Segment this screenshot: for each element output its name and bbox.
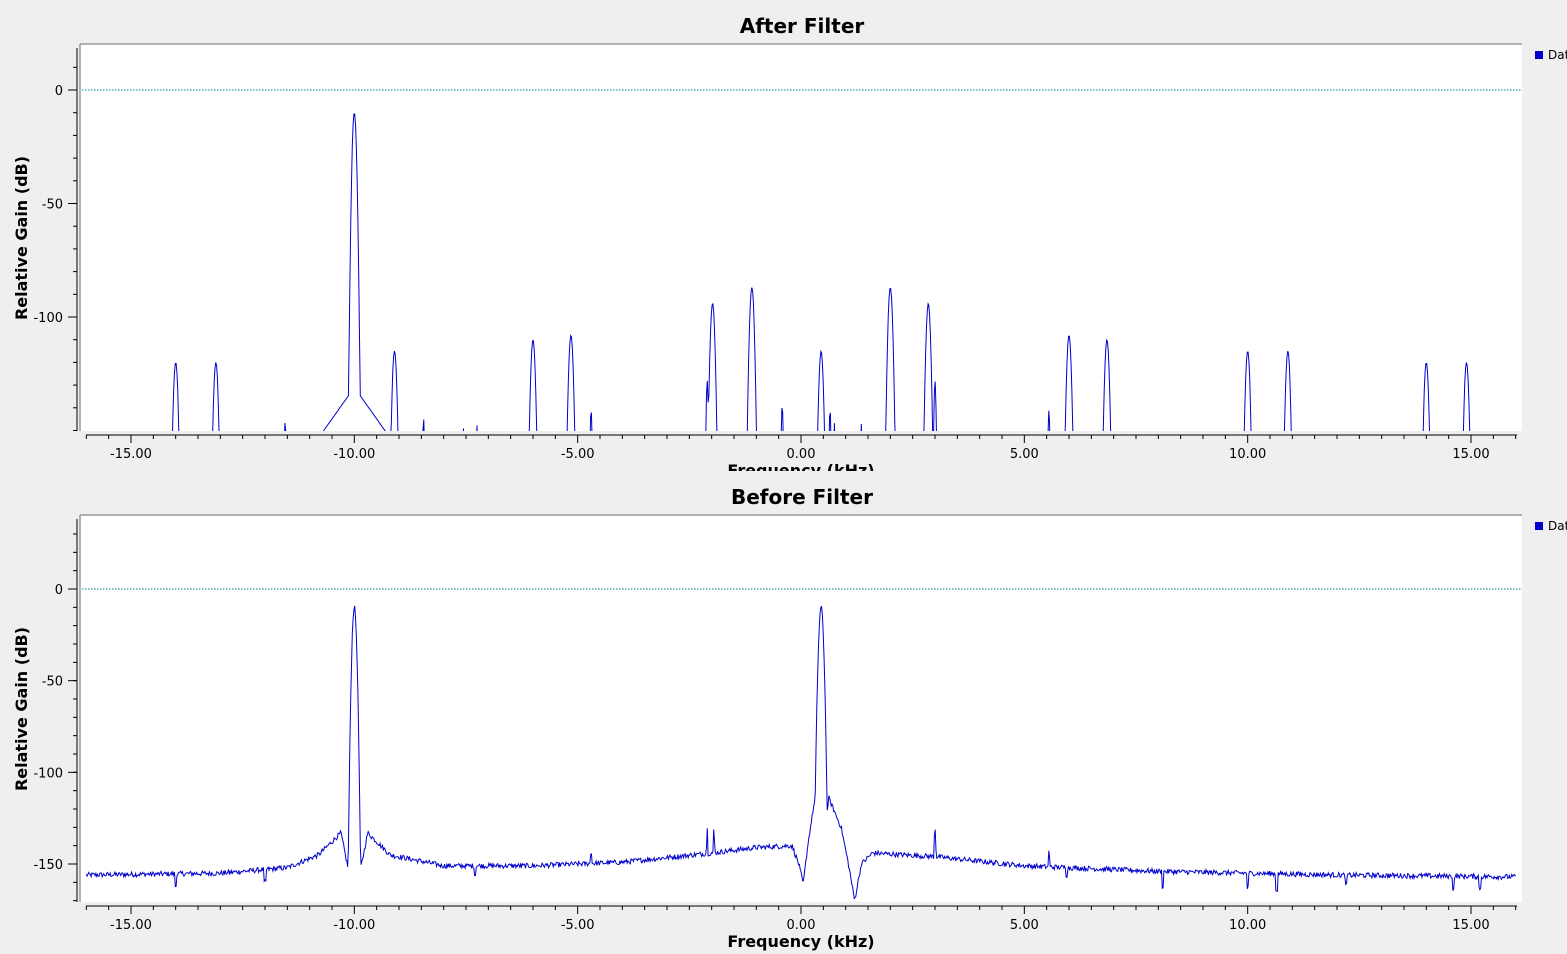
y-tick-label: -100	[33, 766, 63, 781]
series-line	[172, 113, 1471, 431]
before-filter-panel: Before Filter 0 -50 -100 -150 -15.00 -10.00-…	[0, 471, 1567, 954]
x-tick-label: -15.00	[110, 918, 152, 933]
y-axis: 0 -50 -100	[33, 48, 78, 431]
x-tick-label: 10.00	[1229, 918, 1266, 933]
x-tick-label: -10.00	[333, 447, 375, 462]
legend-swatch	[1535, 51, 1543, 59]
x-tick-label: -5.00	[561, 918, 595, 933]
y-axis-label: Relative Gain (dB)	[12, 156, 31, 320]
x-tick-label: 0.00	[787, 447, 816, 462]
y-axis: 0 -50 -100 -150	[33, 519, 78, 902]
plot-canvas	[80, 515, 1522, 902]
x-tick-label: -15.00	[110, 447, 152, 462]
y-tick-label: -150	[33, 858, 63, 873]
x-tick-label: -10.00	[333, 918, 375, 933]
before-filter-chart: Before Filter 0-50-100-150 -15.00 -10.00-…	[0, 471, 1567, 954]
legend: Dat	[1535, 48, 1567, 62]
x-tick-label: 5.00	[1010, 447, 1039, 462]
after-filter-chart: After Filter 0 -50 -100 -15.00 -10.00 -5.00 0…	[12, 14, 1567, 477]
chart-title: Before Filter	[731, 485, 873, 509]
legend-label: Dat	[1548, 48, 1567, 62]
plot-area	[82, 588, 1522, 900]
chart-title: After Filter	[740, 14, 865, 38]
x-tick-label: 10.00	[1229, 447, 1266, 462]
after-filter-panel: After Filter 0 -50 -100 -15.00 -10.00 -5.00 0…	[12, 14, 1567, 477]
y-tick-label: 0	[55, 583, 63, 598]
x-tick-label: 15.00	[1452, 447, 1489, 462]
plot-canvas	[80, 44, 1522, 431]
y-tick-label: 0	[55, 84, 63, 99]
x-tick-label: 0.00	[787, 918, 816, 933]
x-axis: -15.00 -10.00 -5.00 0.00 5.00 10.00 15.00	[85, 434, 1517, 462]
x-tick-label: -5.00	[561, 447, 595, 462]
legend: Dat	[1535, 519, 1567, 533]
plot-area	[82, 89, 1522, 431]
series-line	[86, 605, 1517, 900]
legend-label: Dat	[1548, 519, 1567, 533]
x-axis: -15.00 -10.00 -5.00 0.00 5.00 10.00 15.00	[85, 905, 1517, 933]
y-tick-label: -50	[42, 198, 63, 213]
y-tick-label: -100	[33, 311, 63, 326]
x-axis-label: Frequency (kHz)	[727, 932, 874, 951]
legend-swatch	[1535, 522, 1543, 530]
x-tick-label: 15.00	[1452, 918, 1489, 933]
x-tick-label: 5.00	[1010, 918, 1039, 933]
y-axis-label: Relative Gain (dB)	[12, 627, 31, 791]
y-tick-label: -50	[42, 675, 63, 690]
